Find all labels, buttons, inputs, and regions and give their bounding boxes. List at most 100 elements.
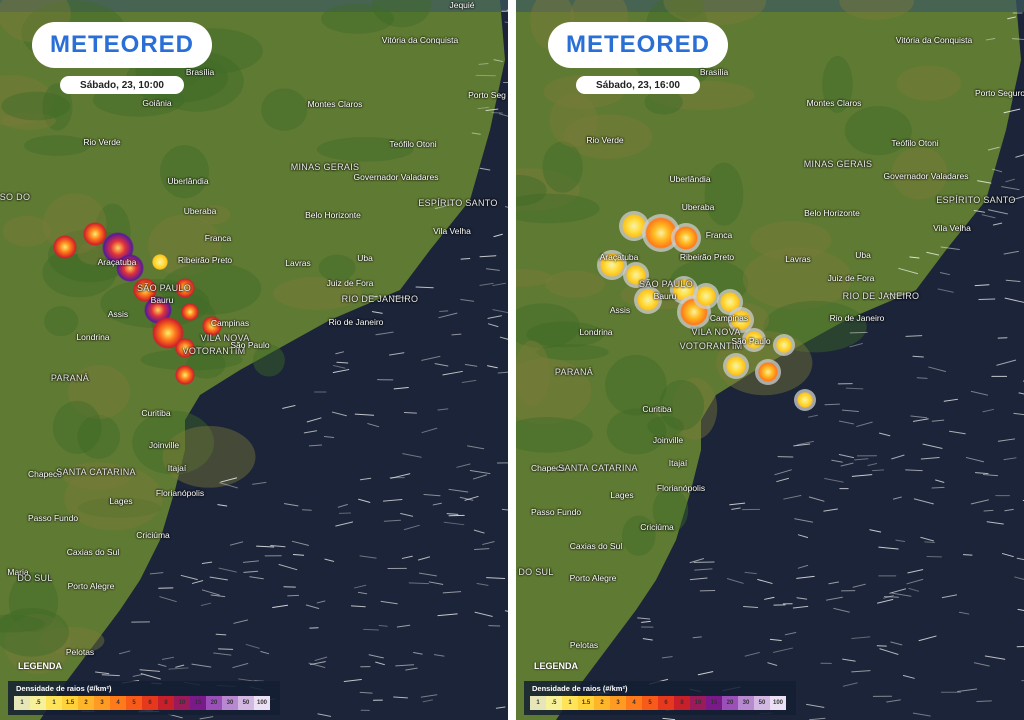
wind-streak [497,371,508,374]
place-label: Florianópolis [656,483,706,493]
wind-streak [175,664,185,668]
place-label: Criciúma [136,530,170,540]
wind-streak [292,553,305,556]
wind-streak [479,255,497,258]
terrain [644,89,683,115]
place-label: Pelotas [569,640,599,650]
place-label: Belo Horizonte [804,208,860,218]
wind-streak [764,596,775,600]
wind-streak [316,600,326,604]
wind-streak [415,286,434,289]
lightning-density [600,253,624,277]
terrain [652,487,689,533]
wind-streak [472,474,488,480]
wind-streak [359,477,372,481]
terrain [68,364,131,419]
wind-streak [769,638,782,642]
wind-streak [438,312,458,319]
place-label: SANTA CATARINA [56,467,136,477]
lightning-density [53,235,77,259]
wind-streak [442,370,463,376]
place-label: Porto Alegre [569,573,617,583]
terrain [549,93,598,147]
place-label: Porto Seg [468,90,506,100]
wind-streak [973,662,990,667]
wind-streak [912,355,924,358]
wind-streak [101,674,120,677]
wind-streak [393,387,409,390]
top-band [516,0,1024,12]
place-label: Uba [855,250,871,260]
wind-streak [1016,557,1024,561]
wind-streak [343,679,362,683]
wind-streak [357,591,368,595]
lightning-density [152,254,168,270]
place-label: PARANÁ [50,373,90,383]
place-label: Araçatuba [599,252,639,262]
wind-streak [996,359,1017,366]
place-label: Caxias do Sul [569,541,623,551]
wind-streak [1014,576,1024,580]
wind-streak [395,664,415,667]
wind-streak [504,21,508,24]
wind-streak [191,663,212,668]
wind-streak [1018,392,1024,395]
place-label: Itajaí [167,463,187,473]
wind-streak [499,336,508,340]
terrain [24,135,91,156]
terrain [516,358,592,425]
legend-cell: 8 [674,696,690,710]
wind-streak [308,444,323,447]
wind-streak [459,496,474,501]
legend-cell: 15 [190,696,206,710]
wind-streak [808,414,818,418]
legend-cell: 50 [754,696,770,710]
terrain [273,276,363,310]
wind-streak [1003,108,1021,114]
legend-cell: 1.5 [578,696,594,710]
map-background [516,0,1024,720]
wind-streak [287,594,300,597]
wind-streak [744,652,760,657]
wind-streak [403,411,417,414]
terrain [0,607,69,657]
wind-streak [439,310,449,312]
wind-streak [806,703,825,708]
place-label: Vila Velha [933,223,971,233]
wind-streak [219,482,238,489]
legend-cell: 50 [238,696,254,710]
place-label: DO SUL [518,567,554,577]
wind-streak [495,706,506,709]
wind-streak [833,607,850,613]
place-label: Teófilo Otoni [891,138,939,148]
wind-streak [95,671,110,675]
wind-streak [838,420,855,425]
wind-streak [282,404,296,409]
lightning-density [181,303,199,321]
wind-streak [965,457,985,463]
terrain [160,145,209,199]
lightning-density [622,214,646,238]
wind-streak [1007,16,1017,20]
wind-streak [1015,154,1024,158]
wind-streak [335,351,345,355]
wind-streak [985,37,996,41]
wind-streak [233,619,248,624]
place-label: Joinville [652,435,684,445]
wind-streak [1004,297,1024,303]
wind-streak [375,661,385,666]
wind-streak [729,502,746,506]
wind-streak [867,462,878,466]
place-label: MINAS GERAIS [290,162,360,172]
wind-streak [278,563,298,571]
wind-streak [931,486,945,489]
wind-streak [1004,508,1014,512]
wind-streak [482,541,495,545]
legend-cell: 1 [562,696,578,710]
place-label: Vitória da Conquista [381,35,459,45]
wind-streak [382,499,403,502]
terrain [891,146,948,200]
wind-streak [209,576,228,581]
wind-streak [245,643,260,649]
place-label: Curitiba [141,408,171,418]
